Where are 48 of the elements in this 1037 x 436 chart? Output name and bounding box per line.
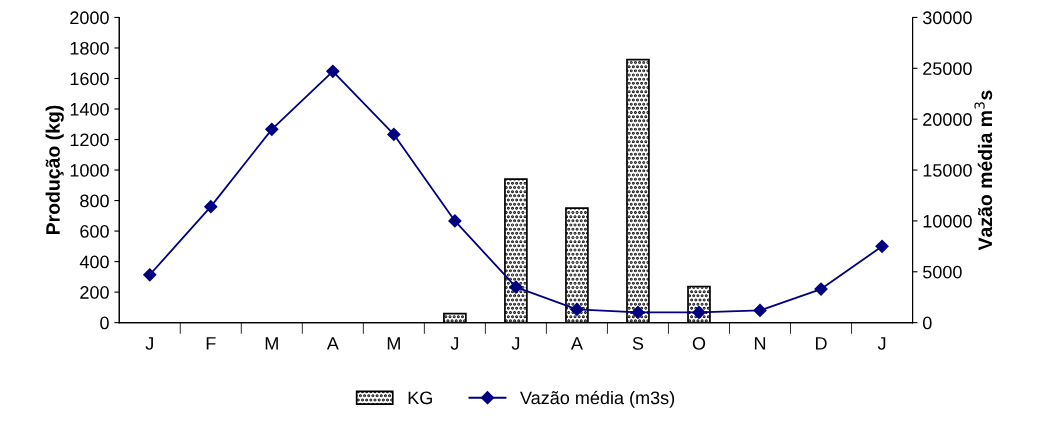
y-tick-label: 600	[80, 225, 109, 238]
y-tick-label: 200	[80, 286, 109, 299]
x-tick-label: S	[632, 337, 644, 350]
x-tick-label: A	[326, 337, 339, 350]
point	[448, 214, 462, 228]
x-tick-label: O	[692, 337, 706, 350]
point	[509, 280, 523, 294]
y2-tick-label: 25000	[923, 62, 972, 76]
x-tick-label: J	[450, 337, 459, 350]
point	[265, 122, 279, 136]
y-tick-label: 1800	[70, 41, 109, 55]
point	[692, 305, 706, 320]
legend-label: KG	[408, 391, 432, 405]
x-tick-label: J	[145, 337, 153, 350]
x-tick-label: A	[570, 337, 583, 350]
y-tick-label: 0	[100, 316, 109, 330]
y2-axis-title: Vazão média m$^{3}$s	[974, 90, 993, 251]
y-tick-label: 1600	[70, 72, 109, 86]
point	[387, 127, 401, 142]
point	[814, 282, 828, 296]
y2-tick-label: 5000	[923, 265, 962, 279]
y2-tick-label: 10000	[923, 214, 972, 228]
point	[753, 303, 767, 318]
y-tick-label: 800	[80, 194, 109, 208]
x-tick-label: M	[265, 337, 278, 350]
point	[631, 305, 645, 320]
y2-tick-label: 30000	[922, 11, 972, 25]
y-tick-label: 1000	[70, 163, 109, 177]
y2-tick-label: 20000	[923, 113, 972, 126]
y2-tick-label: 15000	[923, 163, 972, 177]
x-tick-label: N	[754, 337, 766, 350]
x-tick-label: J	[511, 337, 520, 350]
y-tick-label: 1200	[70, 133, 109, 147]
x-tick-label: D	[815, 337, 827, 350]
y-tick-label: 1400	[70, 102, 109, 116]
x-tick-label: F	[206, 337, 216, 350]
point	[875, 239, 889, 253]
point	[570, 302, 584, 317]
y-tick-label: 2000	[70, 11, 109, 25]
y2-tick-label: 0	[922, 316, 932, 330]
legend-label: Vazão média (m3s)	[520, 390, 675, 408]
point	[326, 64, 340, 78]
point	[204, 200, 218, 214]
x-tick-label: M	[387, 337, 400, 350]
y-axis-title: Produção (kg)	[45, 105, 64, 235]
y-tick-label: 400	[79, 255, 109, 269]
x-tick-label: J	[877, 337, 886, 350]
point	[143, 268, 157, 282]
